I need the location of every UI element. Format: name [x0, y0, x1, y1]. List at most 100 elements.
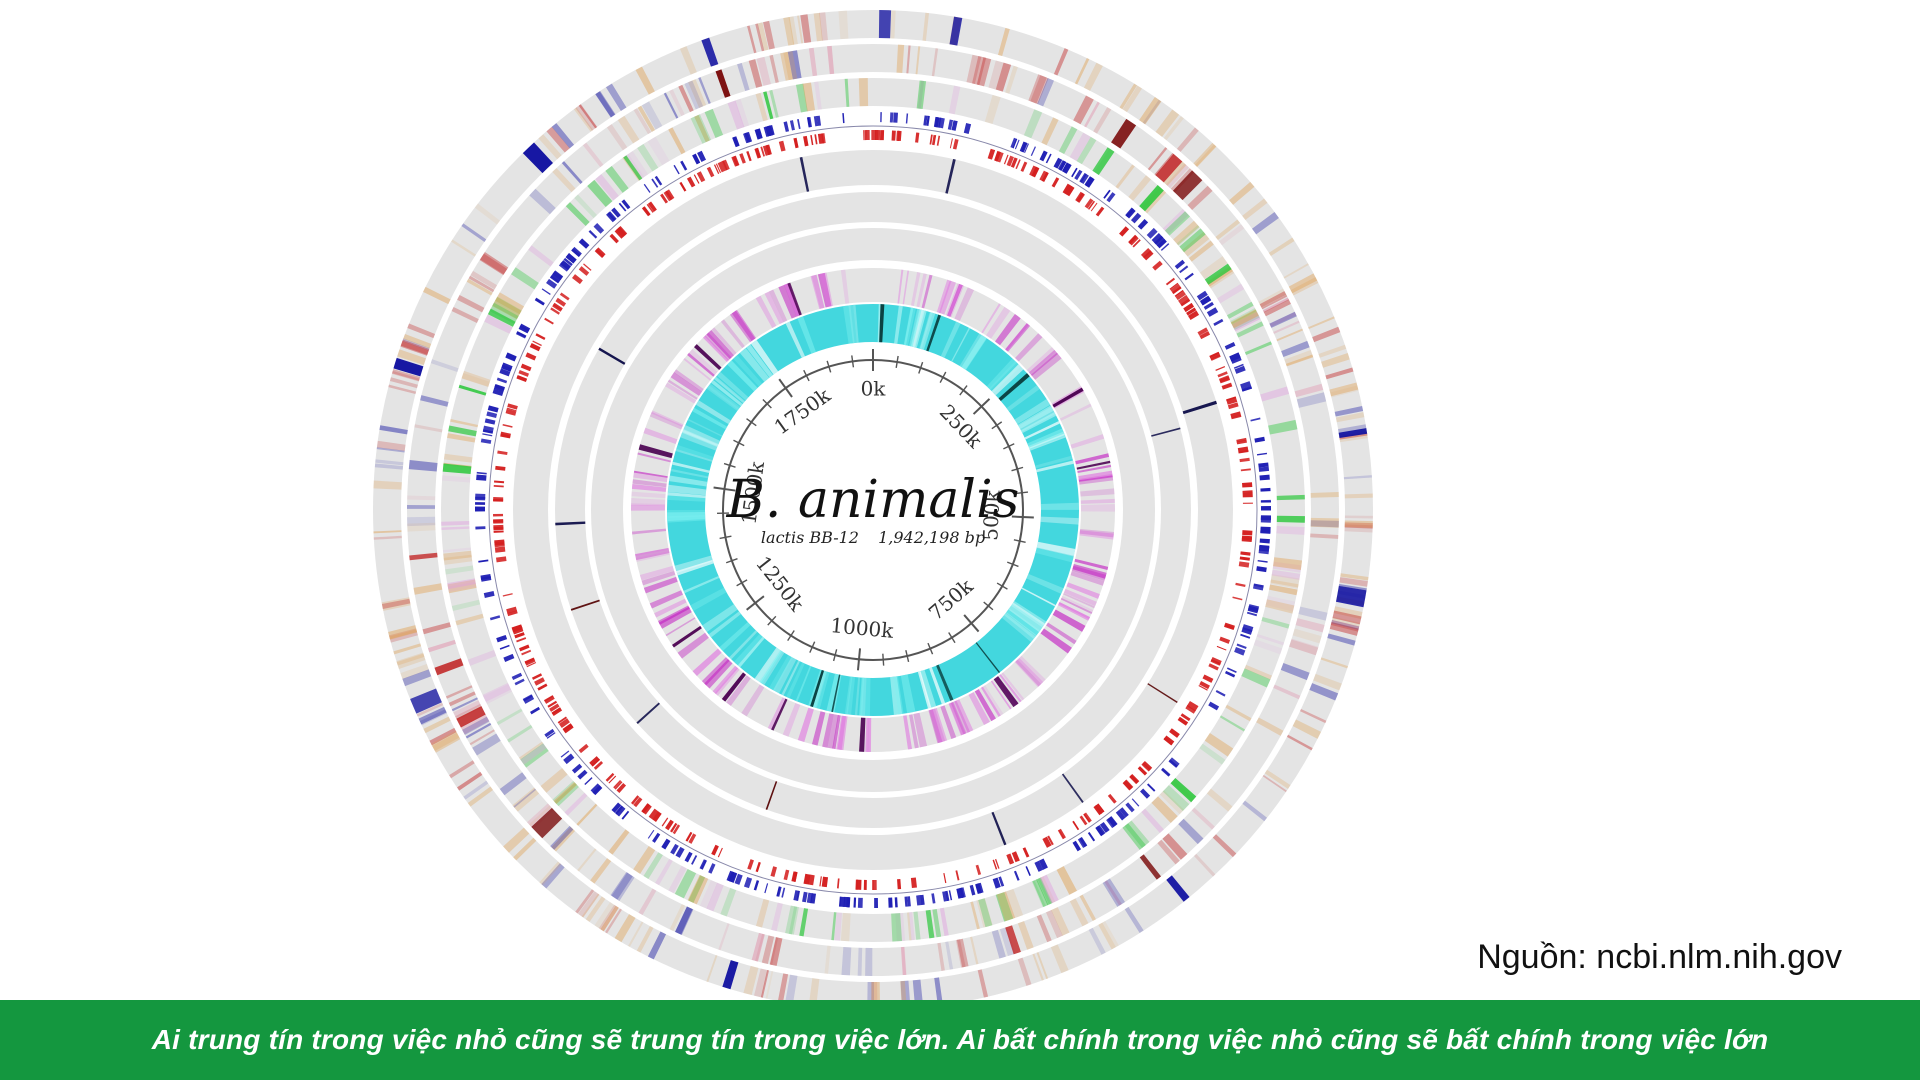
ring1-feature: [636, 925, 654, 953]
gc-content-feature: [719, 621, 751, 652]
ring1-feature: [1242, 800, 1268, 822]
minor-tick: [948, 632, 956, 644]
gc-skew-feature: [633, 470, 668, 478]
ring3-feature: [917, 80, 925, 109]
ring2-feature: [1028, 74, 1047, 104]
ring2-feature: [988, 60, 1004, 90]
ring3-feature: [441, 520, 470, 526]
forward-gene: [789, 120, 795, 131]
gc-content-feature: [859, 677, 865, 716]
forward-gene: [1106, 192, 1116, 203]
reverse-gene: [717, 161, 726, 173]
gc-skew-feature: [1072, 563, 1107, 579]
ring1-feature: [1053, 48, 1069, 76]
minor-tick: [762, 398, 772, 409]
reverse-gene: [559, 292, 570, 301]
ring2-feature: [1036, 914, 1052, 943]
forward-gene: [931, 893, 936, 904]
reverse-gene: [1209, 351, 1220, 358]
minor-tick: [832, 649, 838, 662]
ring3-feature: [461, 370, 491, 387]
gc-skew-strong: [859, 717, 866, 752]
ring3-feature: [443, 453, 473, 463]
ring1-feature: [1340, 573, 1369, 581]
ring2-feature: [1073, 95, 1094, 125]
ring3-feature: [587, 179, 613, 208]
ring1-feature: [373, 530, 402, 534]
feature-ring-a: [513, 150, 1233, 870]
gc-skew-feature: [704, 659, 733, 689]
ring3-feature: [1236, 321, 1264, 338]
reverse-gene: [583, 263, 592, 271]
gc-content-feature: [1020, 412, 1057, 434]
ring3-feature: [450, 419, 479, 428]
reverse-gene: [552, 302, 563, 311]
gc-content-feature: [733, 633, 765, 668]
gc-skew-feature: [1063, 592, 1095, 609]
gc-content-feature: [951, 327, 971, 362]
reverse-gene: [670, 822, 678, 833]
reverse-gene: [693, 174, 700, 184]
gc-content-feature: [988, 360, 1021, 393]
forward-gene: [1240, 381, 1252, 389]
forward-gene: [959, 887, 966, 898]
ring3-feature: [637, 144, 659, 172]
forward-gene: [853, 897, 857, 908]
gc-content-feature: [1035, 548, 1074, 563]
forward-gene: [476, 474, 487, 481]
ring1-feature: [546, 126, 570, 153]
reverse-gene: [688, 833, 697, 844]
reverse-gene: [1239, 457, 1250, 463]
gc-content-feature: [667, 484, 707, 496]
ring1-feature: [1119, 83, 1138, 110]
ring1-feature: [379, 425, 408, 435]
reverse-gene: [1242, 492, 1253, 498]
gc-skew-feature: [1026, 347, 1056, 374]
gc-skew-feature: [665, 382, 697, 404]
ring2-feature: [865, 947, 873, 976]
forward-gene: [889, 112, 894, 123]
ring2-feature: [1273, 320, 1300, 334]
gc-content-feature: [1024, 421, 1060, 440]
ring2-feature: [550, 825, 574, 850]
reverse-gene: [660, 193, 669, 204]
ring3-feature: [1041, 117, 1059, 146]
ring2-feature: [1289, 638, 1319, 656]
forward-gene: [541, 288, 551, 295]
ring2-feature-strong: [1139, 854, 1162, 880]
forward-gene: [1215, 690, 1226, 697]
reverse-gene: [506, 407, 517, 412]
ring1-feature: [1176, 127, 1199, 152]
ring2-feature: [1285, 354, 1314, 367]
ring2-feature: [1102, 878, 1125, 907]
feature-b-marker: [570, 599, 600, 611]
gc-content-feature: [667, 510, 706, 518]
gc-content-feature: [917, 671, 932, 709]
reverse-gene: [1029, 165, 1038, 177]
ring3-feature: [976, 898, 993, 928]
forward-gene: [1140, 788, 1151, 799]
gc-content-feature: [711, 379, 743, 407]
gc-skew-feature: [677, 632, 709, 659]
reverse-gene: [516, 637, 527, 643]
ring1-feature: [1098, 922, 1116, 950]
footer-quote: Ai trung tín trong việc nhỏ cũng sẽ trun…: [151, 1024, 1769, 1055]
gc-content-feature: [682, 425, 720, 447]
ring3-feature: [1272, 561, 1302, 573]
ring2-feature: [1294, 383, 1324, 398]
scale-label: 750k: [924, 573, 978, 625]
ring2-feature: [769, 937, 779, 965]
reverse-gene: [836, 878, 840, 889]
gc-content-feature: [1026, 573, 1064, 594]
ring3-feature: [447, 581, 477, 593]
feature-a-marker: [1182, 400, 1217, 415]
gc-content-feature: [1036, 541, 1076, 557]
gc-content-strong: [879, 304, 885, 343]
ring3-feature-strong: [1276, 515, 1305, 523]
reverse-gene: [493, 480, 505, 484]
ring3-feature: [595, 174, 619, 201]
gc-content-feature: [894, 305, 903, 344]
ring3-feature: [674, 868, 697, 899]
forward-gene: [783, 121, 790, 132]
forward-gene: [1146, 227, 1158, 239]
